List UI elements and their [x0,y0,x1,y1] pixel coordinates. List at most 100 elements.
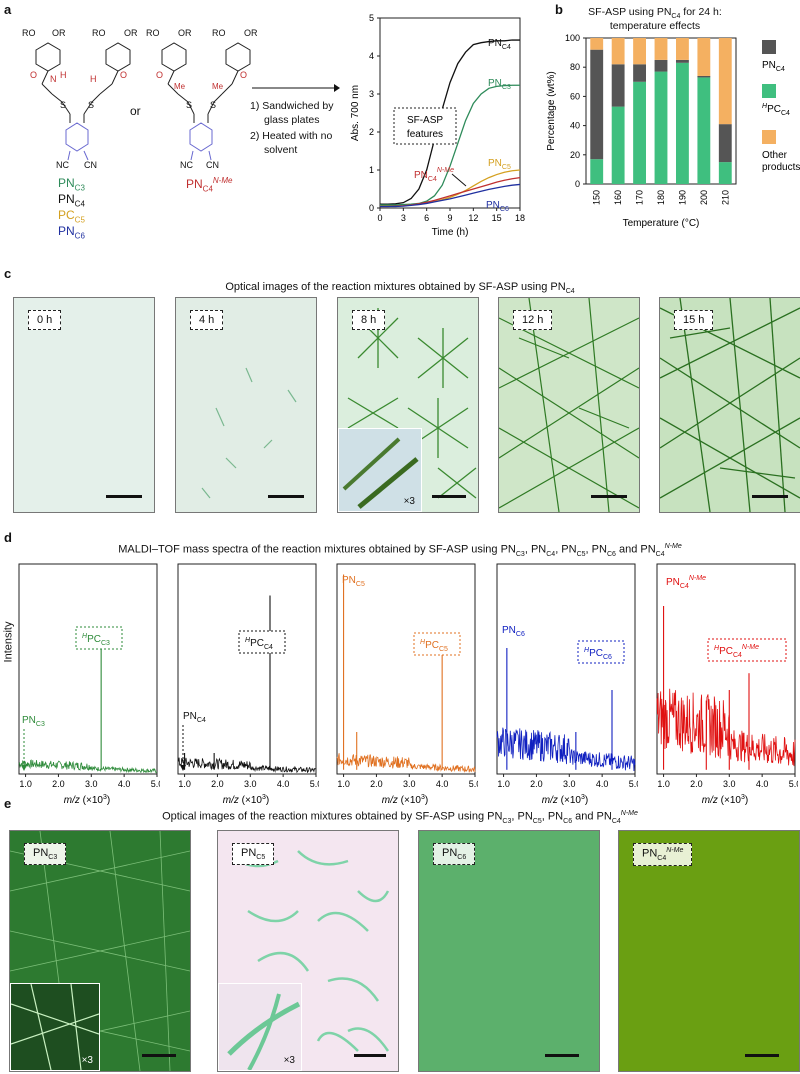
crystal-mesh [499,298,639,512]
y-tick-label: 3 [369,89,374,99]
x-tick-label: 2.0 [370,779,383,789]
atom-ro-1: RO [22,28,36,38]
panel-b-subtitle: temperature effects [609,20,701,32]
scale-bar [752,495,788,498]
nme-arrow [451,173,467,187]
scale-bar [591,495,627,498]
x-tick-label: 4.0 [277,779,290,789]
x-tick-label: 3.0 [723,779,736,789]
temperature-stacked-bar-chart: 0 20 40 60 80 100 150 160 170 180 190 200 210 Tempera… [546,33,800,229]
image-pnc4-nme: PNC4N-Me [618,830,800,1072]
scale-bar [745,1054,779,1057]
x-tick-label: 4.0 [756,779,769,789]
atom-ro-4: RO [212,28,226,38]
x-axis-label: m/z (×103) [702,794,748,806]
x-tick-label: 3.0 [403,779,416,789]
spectrum-frame [177,563,317,775]
features-box-text-2: features [407,129,443,140]
x-tick-label: 210 [720,190,730,205]
peak-box [577,640,625,664]
atom-or-4: OR [244,28,258,38]
x-tick-label: 2.0 [690,779,703,789]
x-tick-label: 150 [592,190,602,205]
features-box [393,107,457,145]
legend-label-1: HPCC4 [762,103,790,117]
step-2b: solvent [264,144,298,156]
atom-s-3: S [186,100,193,110]
x-tick-label: 4.0 [118,779,131,789]
peak-box [707,638,787,662]
atom-o-2: O [120,70,128,80]
y-tick-label: 1 [369,165,374,175]
crystal-needles [201,367,297,499]
atom-me-1: Me [174,82,186,91]
image-pnc6: PNC6 [418,830,600,1072]
peak-box-label: HPCC6 [584,647,612,661]
x-tick-label: 12 [468,213,478,223]
fiber-crystals [237,850,390,1052]
atom-or-2: OR [124,28,138,38]
step-2: 2) Heated with no [250,130,333,142]
compound-pcc5: PCC5 [58,208,85,225]
x-tick-label: 3.0 [244,779,257,789]
tag-0h: 0 h [28,310,62,330]
peak-label: PNC4N-Me [666,575,706,590]
x-tick-label: 180 [656,190,666,205]
bar-2-6 [718,38,732,125]
scale-bar [142,1054,176,1057]
bar-1-6 [718,124,732,163]
x-tick-label: 4.0 [596,779,609,789]
x-tick-label: 190 [677,190,687,205]
peak-box [413,632,461,656]
spectrum-1: 1.0 2.0 3.0 4.0 5.0 m/z (×103) PNC4 HPCC4 [177,563,319,806]
x-tick-label: 18 [515,213,525,223]
features-box-text: SF-ASP [407,115,443,126]
spectrum-frame [18,563,158,775]
series-line-0 [380,39,520,205]
peak-box-label: HPCC5 [420,639,448,653]
x-tick-label: 9 [447,213,452,223]
spectrum-frame [336,563,476,775]
x-tick-label: 3.0 [563,779,576,789]
x-tick-label: 5.0 [469,779,478,789]
bar-1-4 [676,59,689,63]
atom-ro-3: RO [146,28,160,38]
tag-12h: 12 h [513,310,553,330]
peak-arrowhead [180,765,186,771]
tag-pnc5: PNC5 [232,843,275,866]
peak-label: PNC3 [22,715,45,728]
step-1: 1) Sandwiched by [250,100,334,112]
inset-pnc5: ×3 [218,983,302,1071]
atom-n-1: N [50,74,57,84]
y-tick-label: 40 [570,121,580,131]
bar-2-3 [654,38,668,60]
x-tick-label: 3.0 [85,779,98,789]
image-0h: 0 h [13,297,155,513]
x-tick-label: 200 [699,190,709,205]
bar-2-1 [611,38,625,65]
tag-8h: 8 h [352,310,386,330]
inset-pnc3: ×3 [10,983,100,1071]
x-tick-label: 4.0 [436,779,449,789]
peak-label: PNC4 [183,711,206,724]
reaction-arrow [252,84,340,92]
spectrum-frame [496,563,636,775]
tag-pnc6: PNC6 [433,843,476,866]
y-tick-label: 20 [570,150,580,160]
y-tick-label: 80 [570,62,580,72]
compound-pnc4: PNC4 [58,192,85,209]
y-axis-label: Abs. 700 nm [350,85,361,141]
spectrum-trace [18,759,158,774]
atom-h-2: H [90,74,97,84]
peak-box-label: HPCC4N-Me [714,644,759,659]
y-tick-label: 100 [565,33,580,43]
bar-1-3 [654,59,668,72]
atom-h-1: H [60,70,67,80]
tag-pnc3: PNC3 [24,843,67,866]
atom-nc-1: NC [56,160,69,170]
legend-swatch-0 [762,40,776,54]
x-tick-label: 5.0 [629,779,638,789]
image-pnc3: PNC3 ×3 [9,830,191,1072]
peak-box-label: HPCC3 [82,633,110,647]
spectrum-0: 1.0 2.0 3.0 4.0 5.0 m/z (×103) PNC3 HPCC3 [18,563,160,806]
